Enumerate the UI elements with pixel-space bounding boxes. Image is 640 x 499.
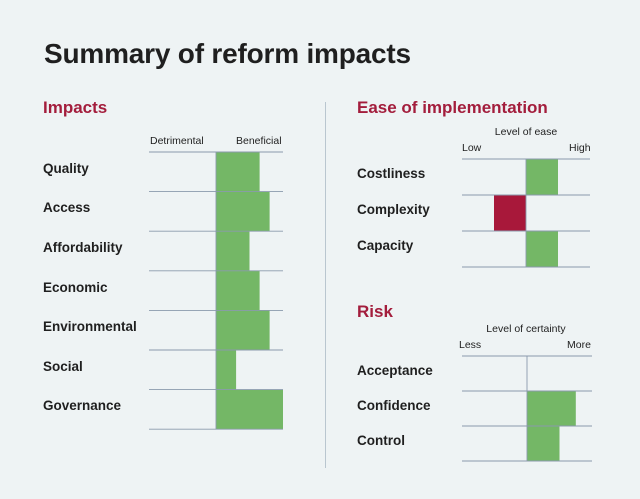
bar-economic <box>216 270 260 311</box>
section-heading: Ease of implementation <box>357 98 548 117</box>
bar-capacity <box>526 231 558 267</box>
scale-high-label: Beneficial <box>236 135 282 147</box>
bar-costliness <box>526 159 558 195</box>
category-label: Governance <box>43 398 122 414</box>
scale-low-label: Detrimental <box>150 135 204 147</box>
category-label: Affordability <box>43 240 123 255</box>
scale-high-label: High <box>569 142 591 154</box>
scale-low-label: Less <box>459 339 482 351</box>
category-label: Costliness <box>357 166 426 181</box>
category-label: Complexity <box>357 202 430 217</box>
axis-title: Level of certainty <box>486 323 566 335</box>
scale-low-label: Low <box>462 142 482 154</box>
bar-social <box>216 350 237 390</box>
category-label: Environmental <box>43 319 137 335</box>
category-label: Capacity <box>357 238 414 253</box>
bar-confidence <box>527 391 576 426</box>
category-label: Control <box>357 432 405 448</box>
category-label: Quality <box>43 160 89 176</box>
category-label: Acceptance <box>357 362 433 378</box>
category-label: Social <box>43 358 83 374</box>
section-heading: Impacts <box>43 98 108 117</box>
category-label: Confidence <box>357 397 431 413</box>
bar-environmental <box>216 310 270 350</box>
bar-affordability <box>216 231 250 271</box>
bar-control <box>527 426 560 461</box>
bar-governance <box>216 389 283 430</box>
category-label: Economic <box>43 279 108 295</box>
axis-title: Level of ease <box>494 126 558 138</box>
section-heading: Risk <box>357 302 393 321</box>
category-label: Access <box>43 200 91 216</box>
section-divider <box>325 102 326 468</box>
bar-quality <box>216 152 260 192</box>
scale-high-label: More <box>567 339 591 351</box>
page-title: Summary of reform impacts <box>44 38 411 69</box>
bar-complexity <box>494 195 526 231</box>
bar-access <box>216 191 270 232</box>
